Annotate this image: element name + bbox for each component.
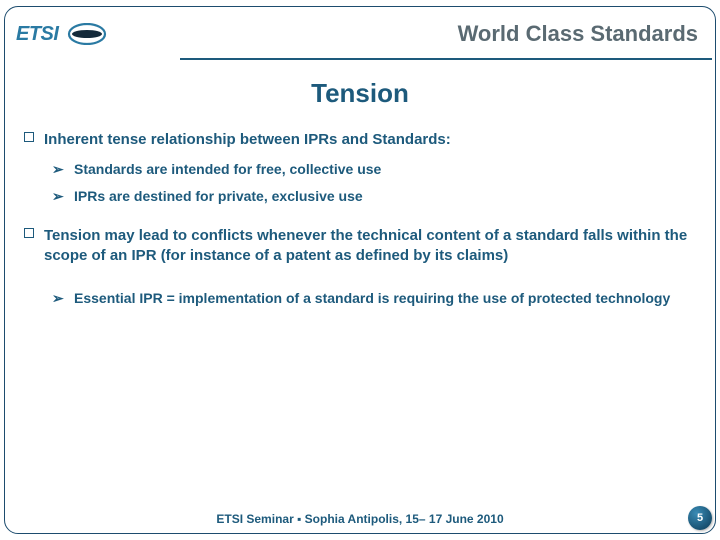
bullet-text: IPRs are destined for private, exclusive… — [74, 187, 363, 206]
content-area: Inherent tense relationship between IPRs… — [22, 130, 698, 315]
header: ETSI World Class Standards — [8, 10, 712, 58]
arrow-icon: ➢ — [52, 160, 66, 179]
footer-text: ETSI Seminar ▪ Sophia Antipolis, 15– 17 … — [0, 512, 720, 526]
bullet-text: Tension may lead to conflicts whenever t… — [44, 226, 698, 267]
etsi-logo: ETSI — [16, 23, 112, 46]
bullet-lvl1: Tension may lead to conflicts whenever t… — [22, 226, 698, 267]
bullet-lvl2: ➢ IPRs are destined for private, exclusi… — [52, 187, 698, 206]
bullet-lvl2: ➢ Essential IPR = implementation of a st… — [52, 289, 698, 308]
checkbox-icon — [22, 226, 36, 267]
tagline: World Class Standards — [458, 21, 698, 47]
bullet-text: Essential IPR = implementation of a stan… — [74, 289, 670, 308]
header-underline — [180, 58, 712, 60]
logo-mark-icon — [62, 23, 112, 45]
arrow-icon: ➢ — [52, 187, 66, 206]
slide-title: Tension — [0, 78, 720, 109]
bullet-lvl1: Inherent tense relationship between IPRs… — [22, 130, 698, 150]
checkbox-icon — [22, 130, 36, 150]
arrow-icon: ➢ — [52, 289, 66, 308]
bullet-text: Inherent tense relationship between IPRs… — [44, 130, 451, 150]
bullet-lvl2: ➢ Standards are intended for free, colle… — [52, 160, 698, 179]
page-number-badge: 5 — [688, 506, 712, 530]
bullet-text: Standards are intended for free, collect… — [74, 160, 381, 179]
logo-text: ETSI — [16, 23, 58, 46]
